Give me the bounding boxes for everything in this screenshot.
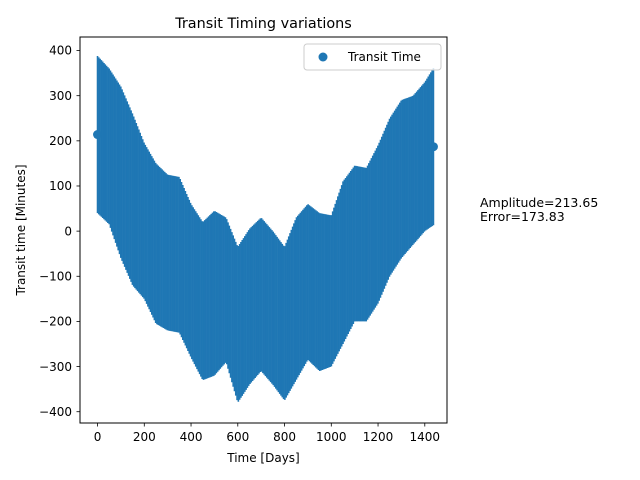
data-point [428,142,438,152]
x-axis-label: Time [Days] [226,451,300,465]
x-tick-label: 200 [133,430,156,444]
legend-box [303,43,442,71]
plot-frame [79,36,448,424]
y-tick-label: −300 [39,360,72,374]
chart-title: Transit Timing variations [174,16,352,32]
y-tick-label: −400 [39,405,72,419]
y-tick-label: 0 [64,224,72,238]
x-tick-label: 1200 [363,430,394,444]
error-annotation: Error=173.83 [480,209,565,224]
x-tick-label: 1000 [316,430,347,444]
data-point [93,130,103,140]
amplitude-annotation: Amplitude=213.65 [480,195,599,210]
legend-marker [318,52,328,62]
x-tick-label: 0 [94,430,102,444]
y-axis: −400 −300 −200 −100 0 100 200 300 400 [39,44,80,419]
y-tick-label: 300 [49,89,72,103]
errorbar-band [96,55,435,402]
scatter-points [93,130,438,152]
x-axis: 0 200 400 600 800 1000 1200 1400 [94,423,440,444]
legend-label: Transit Time [347,50,421,64]
y-tick-label: −200 [39,315,72,329]
y-tick-label: −100 [39,269,72,283]
x-tick-label: 1400 [410,430,441,444]
x-tick-label: 800 [273,430,296,444]
y-tick-label: 100 [49,179,72,193]
x-tick-label: 400 [180,430,203,444]
y-tick-label: 400 [49,44,72,58]
legend: Transit Time [303,43,442,71]
y-tick-label: 200 [49,134,72,148]
x-tick-label: 600 [226,430,249,444]
annotation-box: Amplitude=213.65 Error=173.83 [480,196,598,224]
y-axis-label: Transit time [Minutes] [14,164,28,296]
